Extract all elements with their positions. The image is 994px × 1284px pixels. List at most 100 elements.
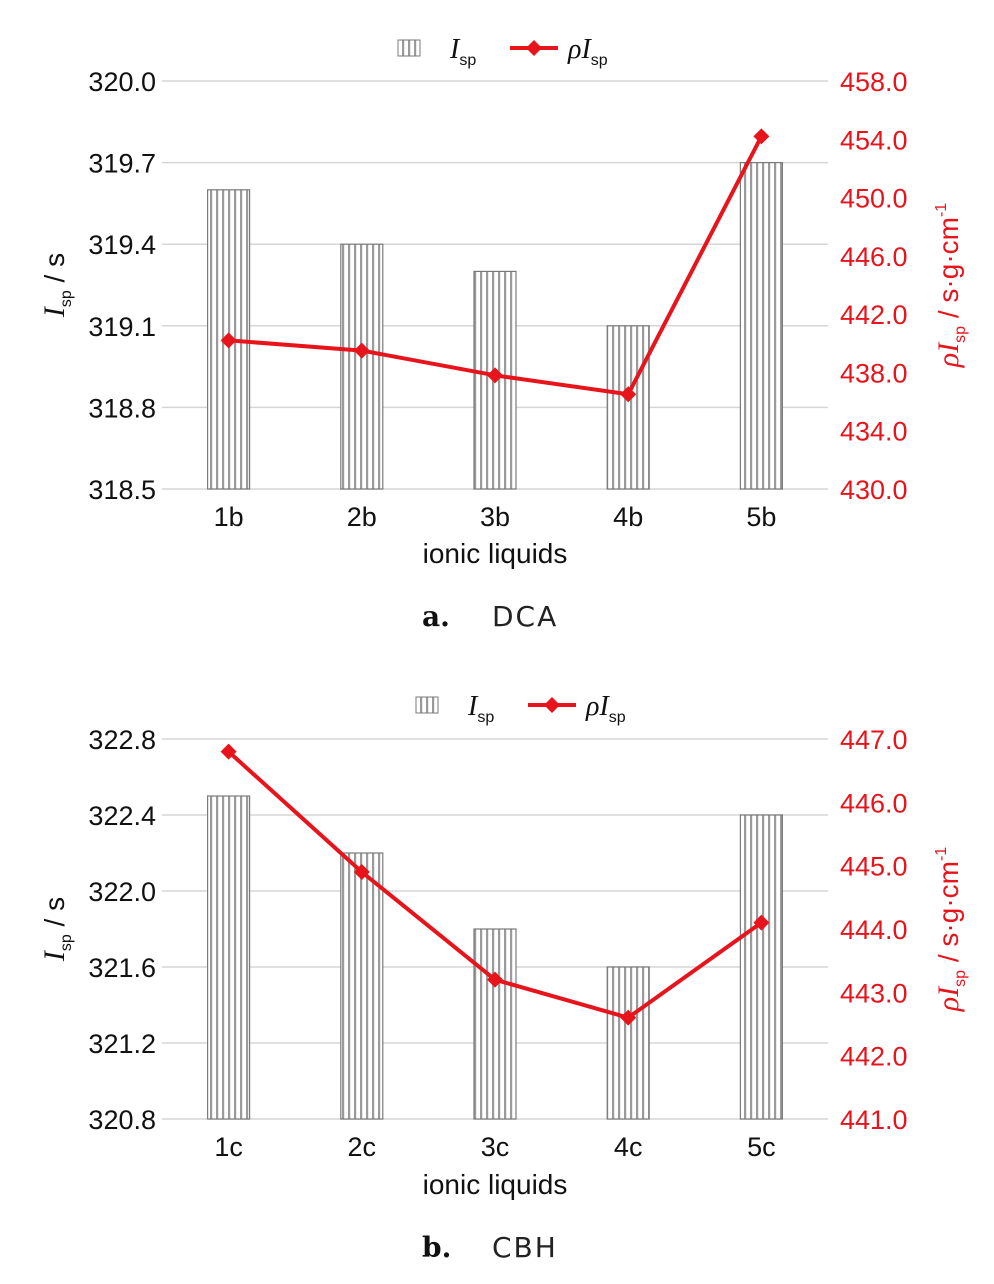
legend-bar-label: Isp: [467, 691, 494, 726]
legend-line-label: ρIsp: [567, 34, 608, 69]
y-left-tick-label: 319.1: [88, 312, 156, 342]
bar-5c: [739, 814, 784, 1120]
legend-line-label-sub: sp: [591, 52, 608, 69]
x-tick-label: 1b: [214, 502, 244, 532]
y-left-tick-label: 319.7: [88, 149, 156, 179]
y-right-tick-label: 454.0: [840, 125, 908, 155]
chart-a: 318.5 318.8 319.1 319.4 319.7 320.0 430.0 434.0…: [38, 34, 969, 633]
y-right-tick-label: 442.0: [840, 300, 908, 330]
y-right-label-sup: -1: [933, 203, 950, 217]
bar-4b: [606, 325, 650, 490]
caption-letter: a.: [422, 600, 450, 633]
rho-isp-point-2b: [353, 342, 370, 359]
x-tick-label: 3c: [481, 1132, 510, 1162]
rho-isp-point-1b: [220, 332, 237, 349]
legend-line-marker: [544, 697, 560, 713]
y-right-label-sub: sp: [952, 970, 969, 987]
y-right-axis-label: ρIsp / s·g·cm-1: [932, 203, 969, 369]
y-right-tick-label: 434.0: [840, 417, 908, 447]
y-left-tick-label: 318.8: [88, 393, 156, 423]
rho-isp-point-5b: [753, 128, 770, 145]
y-left-label-main: I: [38, 949, 71, 962]
legend: Isp ρIsp: [415, 691, 626, 726]
y-left-label-sub: sp: [58, 934, 75, 951]
y-right-tick-label: 450.0: [840, 184, 908, 214]
caption-text: CBH: [492, 1231, 558, 1264]
bar-2c: [340, 852, 384, 1120]
legend-bar-label-sub: sp: [477, 709, 494, 726]
bar-1b: [207, 189, 251, 490]
y-right-label-unit: / s·g·cm: [933, 217, 964, 326]
legend-line-label-main: ρI: [567, 34, 592, 65]
legend-line-label-sub: sp: [609, 709, 626, 726]
bar-3c: [473, 928, 517, 1120]
y-right-label-sub: sp: [952, 326, 969, 343]
legend-line-label-main: ρI: [585, 691, 610, 722]
legend-line-label: ρIsp: [585, 691, 626, 726]
y-right-label-unit: / s·g·cm: [933, 861, 964, 970]
x-tick-label: 4b: [613, 502, 643, 532]
y-right-axis-label: ρIsp / s·g·cm-1: [932, 847, 969, 1013]
bar-1c: [207, 795, 251, 1120]
bar-4c: [606, 966, 650, 1120]
chart-b: 320.8 321.2 321.6 322.0 322.4 322.8 441.0 442.0…: [38, 691, 969, 1264]
y-right-tick-label: 438.0: [840, 358, 908, 388]
rho-isp-point-2c: [353, 864, 370, 880]
legend-bar-label-main: I: [467, 691, 479, 722]
y-right-tick-label: 443.0: [840, 978, 908, 1008]
legend-bar-swatch: [397, 39, 421, 57]
y-left-tick-label: 319.4: [88, 230, 156, 260]
y-left-tick-label: 321.6: [88, 953, 156, 983]
rho-isp-point-5c: [753, 914, 770, 931]
y-right-tick-label: 447.0: [840, 725, 908, 755]
x-tick-label: 2c: [348, 1132, 377, 1162]
caption-letter: b.: [422, 1231, 451, 1264]
rho-isp-point-4c: [620, 1009, 637, 1026]
bar-5b: [739, 162, 784, 490]
y-left-tick-label: 322.0: [88, 877, 156, 907]
rho-isp-point-4b: [620, 386, 637, 403]
y-right-label-sup: -1: [933, 847, 950, 861]
y-right-tick-label: 446.0: [840, 788, 908, 818]
y-left-tick-label: 320.8: [88, 1105, 156, 1135]
x-axis-label: ionic liquids: [423, 1169, 568, 1200]
rho-isp-point-3b: [487, 367, 503, 384]
x-tick-label: 5c: [747, 1132, 776, 1162]
x-tick-label: 1c: [214, 1132, 243, 1162]
legend: Isp ρIsp: [397, 34, 608, 69]
legend-bar-label: Isp: [449, 34, 476, 69]
bar-2b: [340, 243, 384, 490]
y-left-tick-label: 322.4: [88, 801, 156, 831]
x-tick-label: 3b: [480, 502, 510, 532]
y-right-tick-label: 444.0: [840, 915, 908, 945]
y-left-label-main: I: [38, 305, 71, 318]
y-left-label-sub: sp: [58, 290, 75, 307]
caption-text: DCA: [492, 600, 558, 633]
y-right-tick-label: 446.0: [840, 242, 908, 272]
y-right-tick-label: 441.0: [840, 1105, 908, 1135]
y-left-tick-label: 318.5: [88, 475, 156, 505]
y-right-tick-label: 445.0: [840, 852, 908, 882]
y-left-label-unit: / s: [39, 897, 70, 934]
y-right-label-main: ρI: [932, 341, 965, 368]
legend-bar-swatch: [415, 696, 439, 714]
legend-bar-label-main: I: [449, 34, 461, 65]
x-tick-label: 5b: [746, 502, 776, 532]
rho-isp-point-3c: [487, 971, 503, 988]
x-tick-label: 4c: [614, 1132, 643, 1162]
x-axis-label: ionic liquids: [423, 538, 568, 569]
rho-isp-point-1c: [220, 743, 237, 760]
legend-line-marker: [526, 40, 542, 56]
y-right-tick-label: 430.0: [840, 475, 908, 505]
x-tick-label: 2b: [347, 502, 377, 532]
y-left-label-unit: / s: [39, 253, 70, 290]
legend-bar-label-sub: sp: [459, 52, 476, 69]
y-left-axis-label: Isp / s: [38, 897, 75, 962]
y-left-tick-label: 321.2: [88, 1029, 156, 1059]
y-left-axis-label: Isp / s: [38, 253, 75, 318]
y-left-tick-label: 322.8: [88, 725, 156, 755]
y-left-tick-label: 320.0: [88, 67, 156, 97]
y-right-tick-label: 442.0: [840, 1042, 908, 1072]
y-right-label-main: ρI: [932, 985, 965, 1012]
